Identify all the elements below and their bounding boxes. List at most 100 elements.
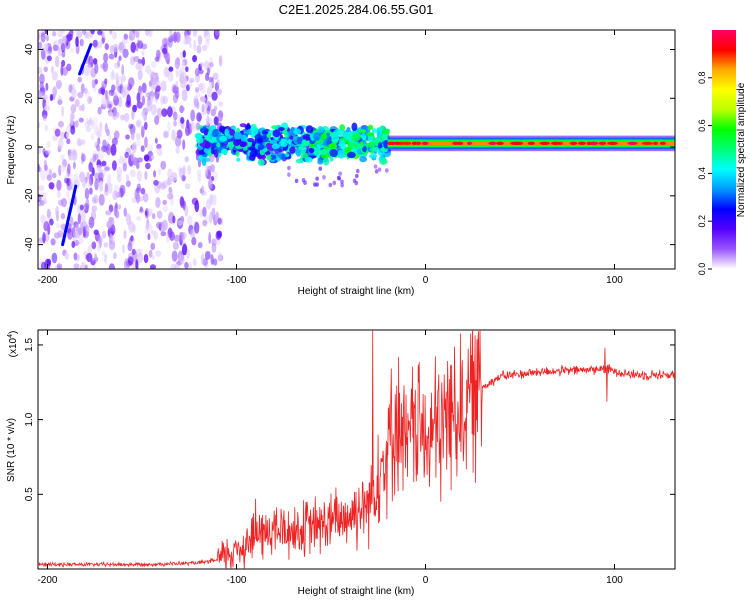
heatmap-cell xyxy=(77,91,84,99)
heatmap-cell xyxy=(90,258,96,266)
heatmap-cell xyxy=(108,134,112,141)
heatmap-cell xyxy=(103,52,109,63)
x-tick-label: 100 xyxy=(606,275,623,286)
heatmap-cell xyxy=(184,261,189,269)
heatmap-cell xyxy=(100,103,107,110)
heatmap-cell xyxy=(213,30,220,40)
heatmap-cell xyxy=(577,141,586,146)
heatmap-cell xyxy=(161,219,168,231)
heatmap-cell xyxy=(175,69,179,78)
heatmap-cell xyxy=(367,124,374,130)
heatmap-cell xyxy=(110,235,116,242)
heatmap-cell xyxy=(75,253,81,262)
heatmap-cell xyxy=(192,30,197,38)
heatmap-cell xyxy=(173,111,178,121)
heatmap-cell xyxy=(271,143,280,150)
heatmap-cell xyxy=(266,154,272,161)
heatmap-cell xyxy=(329,132,339,139)
heatmap-cell xyxy=(201,104,205,113)
heatmap-cell xyxy=(96,164,101,172)
heatmap-cell xyxy=(322,175,326,180)
heatmap-cell xyxy=(180,116,185,124)
heatmap-cell xyxy=(104,78,108,85)
heatmap-cell xyxy=(182,165,186,176)
heatmap-cell xyxy=(43,66,48,73)
heatmap-cell xyxy=(131,197,138,204)
heatmap-cell xyxy=(421,141,429,146)
heatmap-cell xyxy=(131,109,135,120)
heatmap-cell xyxy=(210,254,214,266)
heatmap-cell xyxy=(197,35,203,45)
heatmap-cell xyxy=(67,163,71,175)
heatmap-cell xyxy=(128,221,135,233)
heatmap-cell xyxy=(216,142,221,148)
snr-y-label: SNR (10 * v/v) xyxy=(6,418,17,482)
heatmap-cell xyxy=(197,173,202,183)
heatmap-cell xyxy=(607,141,618,146)
heatmap-cell xyxy=(110,224,116,236)
heatmap-cell xyxy=(298,143,304,151)
heatmap-cell xyxy=(108,103,112,109)
heatmap-cell xyxy=(84,89,91,99)
heatmap-cell xyxy=(214,239,221,246)
heatmap-signal-band xyxy=(194,122,675,188)
heatmap-cell xyxy=(61,66,69,76)
heatmap-cell xyxy=(180,231,185,241)
heatmap-cell xyxy=(160,95,166,105)
heatmap-cell xyxy=(121,86,127,99)
heatmap-cell xyxy=(211,256,216,266)
heatmap-cell xyxy=(141,131,145,139)
heatmap-cell xyxy=(52,135,58,141)
heatmap-cell xyxy=(514,141,524,146)
heatmap-cell xyxy=(90,132,95,141)
heatmap-cell xyxy=(57,230,64,238)
heatmap-cell xyxy=(66,63,72,72)
y-tick-label: 0 xyxy=(24,144,35,150)
heatmap-cell xyxy=(43,42,49,52)
heatmap-cell xyxy=(126,94,131,106)
heatmap-cell xyxy=(659,141,667,146)
heatmap-cell xyxy=(108,263,116,269)
heatmap-cell xyxy=(204,250,211,261)
heatmap-cell xyxy=(129,169,136,177)
heatmap-cell xyxy=(155,197,161,209)
heatmap-cell xyxy=(150,242,156,251)
heatmap-cell xyxy=(94,178,99,191)
heatmap-cell xyxy=(240,134,247,143)
colorbar-tick-label: 0.4 xyxy=(697,167,707,180)
heatmap-cell xyxy=(77,76,83,83)
heatmap-cell xyxy=(182,58,188,66)
heatmap-cell xyxy=(176,129,183,139)
heatmap-cell xyxy=(111,31,118,40)
heatmap-cell xyxy=(125,134,130,140)
heatmap-cell xyxy=(162,199,167,205)
heatmap-cell xyxy=(340,179,344,185)
heatmap-cell xyxy=(87,178,92,190)
heatmap-cell xyxy=(90,260,96,266)
heatmap-cell xyxy=(40,261,47,269)
heatmap-cell xyxy=(206,115,210,127)
heatmap-cell xyxy=(156,147,163,156)
heatmap-cell xyxy=(106,95,110,107)
heatmap-cell xyxy=(367,141,376,148)
heatmap-cell xyxy=(131,141,137,154)
heatmap-cell xyxy=(168,33,175,42)
heatmap-cell xyxy=(387,141,393,146)
heatmap-cell xyxy=(173,234,180,242)
heatmap-cell xyxy=(101,36,105,45)
spectrogram-y-label: Frequency (Hz) xyxy=(6,116,17,185)
heatmap-cell xyxy=(38,163,41,173)
heatmap-cell xyxy=(57,120,65,128)
heatmap-cell xyxy=(217,254,224,262)
heatmap-cell xyxy=(61,105,65,118)
heatmap-cell xyxy=(143,121,148,131)
heatmap-cell xyxy=(38,185,45,192)
heatmap-cell xyxy=(359,156,368,163)
heatmap-cell xyxy=(105,210,112,216)
heatmap-cell xyxy=(366,132,375,137)
heatmap-cell xyxy=(177,166,183,173)
heatmap-cell xyxy=(80,152,85,164)
heatmap-cell xyxy=(189,77,195,83)
heatmap-cell xyxy=(211,242,217,253)
heatmap-cell xyxy=(151,213,156,220)
